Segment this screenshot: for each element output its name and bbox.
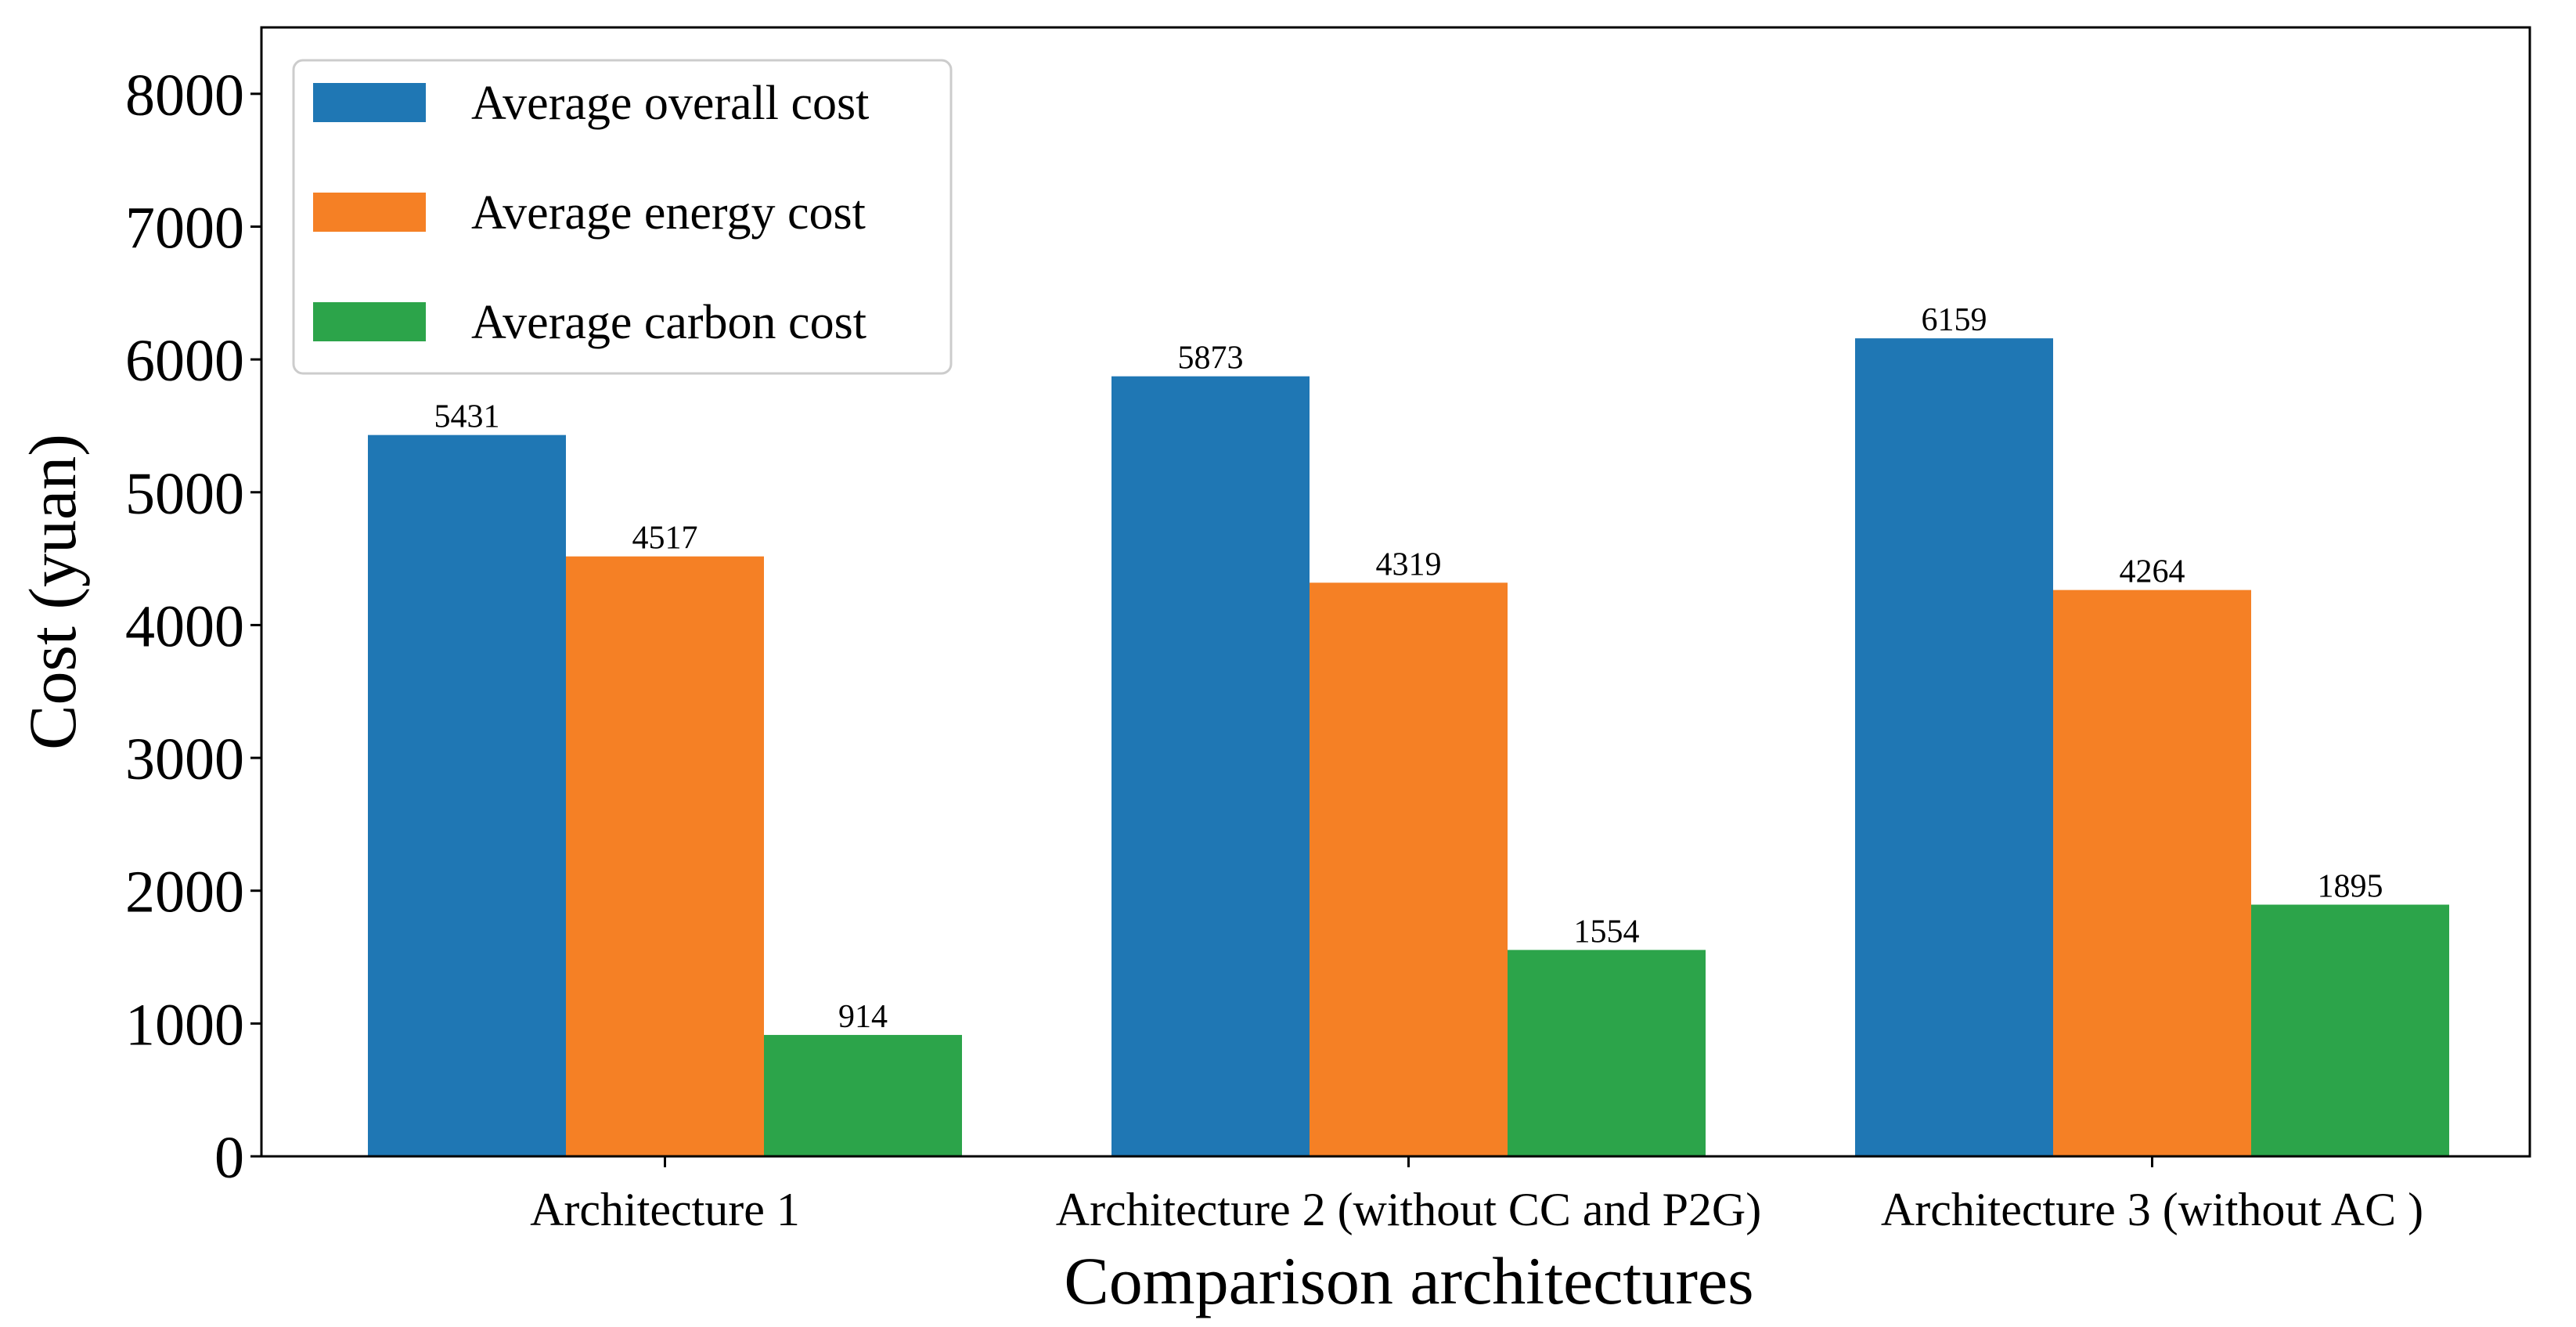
y-axis-title: Cost (yuan) [15,434,90,750]
legend-swatch-energy [313,193,426,232]
legend-label-carbon: Average carbon cost [471,296,866,349]
y-tick-label-6000: 6000 [125,328,244,394]
value-label-energy-1: 4517 [632,521,698,557]
legend-label-overall: Average overall cost [471,77,869,130]
y-tick-label-5000: 5000 [125,461,244,527]
legend-swatch-carbon [313,302,426,341]
y-tick-label-1000: 1000 [125,992,244,1058]
bars-layer [368,338,2449,1156]
y-tick-label-3000: 3000 [125,727,244,792]
value-label-energy-2: 4319 [1376,546,1442,582]
value-label-overall-2: 5873 [1178,341,1244,377]
bar-carbon-2 [1508,950,1706,1156]
bar-energy-1 [566,556,764,1156]
x-tick-label-2: Architecture 2 (without CC and P2G) [1056,1184,1762,1235]
legend-swatch-overall [313,83,426,122]
legend-label-energy: Average energy cost [471,186,866,240]
x-tick-label-3: Architecture 3 (without AC ) [1881,1184,2423,1235]
x-axis-ticks: Architecture 1 Architecture 2 (without CC… [530,1156,2423,1235]
value-label-overall-3: 6159 [1922,302,1987,338]
value-label-overall-1: 5431 [434,399,500,435]
bar-energy-2 [1310,582,1508,1156]
x-axis-title: Comparison architectures [1064,1243,1753,1318]
bar-overall-2 [1111,376,1310,1156]
y-tick-label-7000: 7000 [125,195,244,261]
value-label-energy-3: 4264 [2120,554,2185,590]
y-tick-label-2000: 2000 [125,860,244,925]
x-tick-label-1: Architecture 1 [530,1184,800,1235]
bar-overall-1 [368,435,566,1156]
bar-energy-3 [2053,590,2251,1156]
y-axis-ticks: 0 1000 2000 3000 4000 5000 6000 7000 8000 [125,63,261,1191]
y-tick-label-4000: 4000 [125,593,244,659]
bar-carbon-1 [764,1034,962,1156]
value-label-carbon-3: 1895 [2318,869,2383,905]
value-labels-layer: 5431 4517 914 5873 4319 1554 6159 4264 1895 [434,302,2383,1035]
plot-frame [260,26,2531,1158]
y-tick-label-0: 0 [214,1125,244,1191]
legend-frame [292,59,953,375]
bar-overall-3 [1855,338,2053,1156]
legend: Average overall cost Average energy cost… [292,59,953,375]
y-tick-label-8000: 8000 [125,63,244,128]
bar-carbon-3 [2251,904,2449,1156]
value-label-carbon-2: 1554 [1574,914,1640,950]
value-label-carbon-1: 914 [838,999,888,1035]
